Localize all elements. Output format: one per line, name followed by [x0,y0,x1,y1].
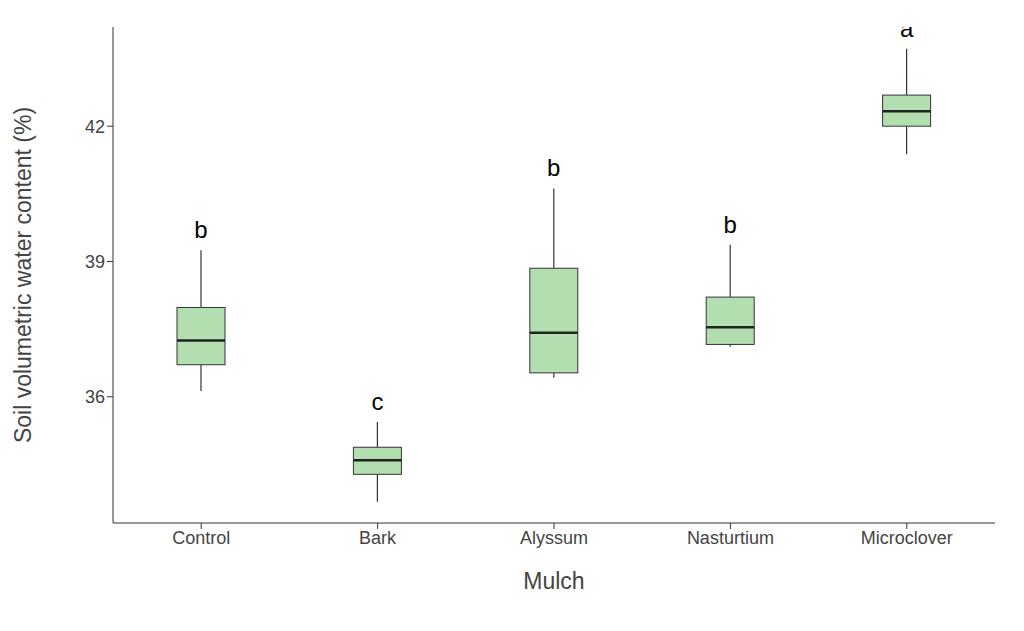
svg-text:Bark: Bark [359,528,397,548]
svg-text:Alyssum: Alyssum [520,528,588,548]
svg-text:c: c [371,388,383,415]
svg-text:b: b [724,211,737,238]
svg-text:b: b [194,216,207,243]
svg-text:36: 36 [85,387,105,407]
svg-text:a: a [900,27,914,42]
svg-text:Nasturtium: Nasturtium [687,528,774,548]
svg-text:Microclover: Microclover [861,528,953,548]
svg-text:b: b [547,154,560,181]
svg-text:Mulch: Mulch [523,568,584,594]
svg-text:Control: Control [172,528,230,548]
svg-text:Soil volumetric water content: Soil volumetric water content (%) [10,107,36,443]
svg-text:42: 42 [85,117,105,137]
svg-text:39: 39 [85,252,105,272]
